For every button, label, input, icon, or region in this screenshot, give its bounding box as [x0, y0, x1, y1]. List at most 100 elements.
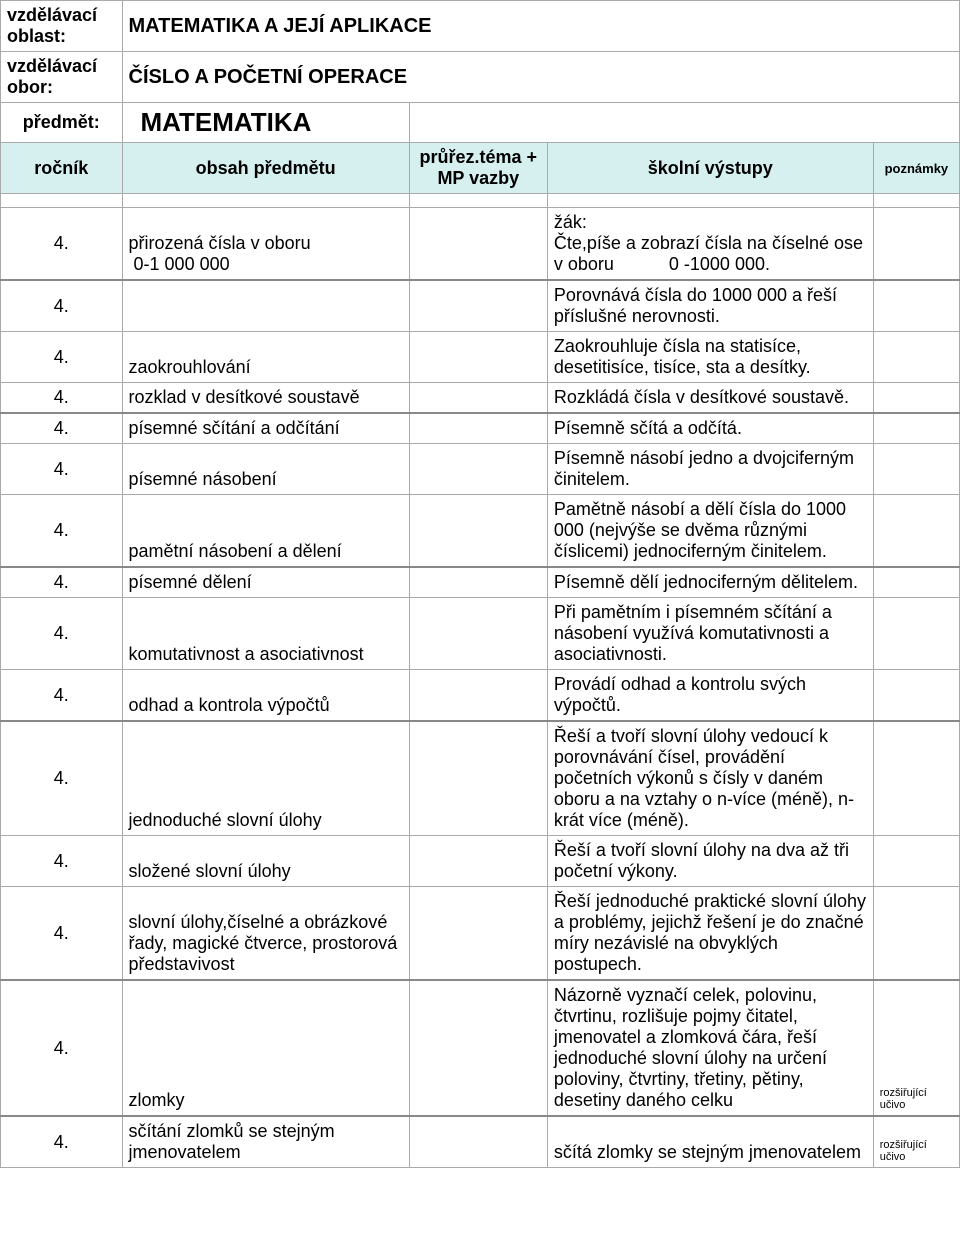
- obsah-cell: zaokrouhlování: [122, 332, 409, 383]
- obsah-cell: složené slovní úlohy: [122, 836, 409, 887]
- value-obor: ČÍSLO A POČETNÍ OPERACE: [122, 52, 959, 103]
- obsah-cell: zlomky: [122, 980, 409, 1116]
- vystup-cell: Provádí odhad a kontrolu svých výpočtů.: [547, 670, 873, 722]
- obsah-cell: komutativnost a asociativnost: [122, 598, 409, 670]
- header-row-oblast: vzdělávací oblast: MATEMATIKA A JEJÍ APL…: [1, 1, 960, 52]
- prurez-cell: [409, 567, 547, 598]
- table-row: 4.slovní úlohy,číselné a obrázkové řady,…: [1, 887, 960, 981]
- value-predmet: MATEMATIKA: [122, 103, 409, 143]
- obsah-cell: sčítání zlomků se stejným jmenovatelem: [122, 1116, 409, 1168]
- vystup-cell: Při pamětním i písemném sčítání a násobe…: [547, 598, 873, 670]
- rocnik-cell: 4.: [1, 444, 123, 495]
- poznamky-cell: rozšiřující učivo: [873, 980, 959, 1116]
- obsah-cell: přirozená čísla v oboru 0-1 000 000: [122, 208, 409, 281]
- prurez-cell: [409, 383, 547, 414]
- vystup-cell: Porovnává čísla do 1000 000 a řeší přísl…: [547, 280, 873, 332]
- rocnik-cell: 4.: [1, 670, 123, 722]
- prurez-cell: [409, 980, 547, 1116]
- vystup-cell: Zaokrouhluje čísla na statisíce, desetit…: [547, 332, 873, 383]
- obsah-cell: písemné násobení: [122, 444, 409, 495]
- table-row: 4.písemné násobení Písemně násobí jedno a…: [1, 444, 960, 495]
- rocnik-cell: 4.: [1, 567, 123, 598]
- poznamky-cell: [873, 567, 959, 598]
- table-row: 4.komutativnost a asociativnost Při pamět…: [1, 598, 960, 670]
- rocnik-cell: 4.: [1, 836, 123, 887]
- vystup-cell: Písemně dělí jednociferným dělitelem.: [547, 567, 873, 598]
- table-row: 4. Porovnává čísla do 1000 000 a řeší pří…: [1, 280, 960, 332]
- table-row: 4.sčítání zlomků se stejným jmenovatelem…: [1, 1116, 960, 1168]
- poznamky-cell: [873, 495, 959, 568]
- poznamky-cell: [873, 444, 959, 495]
- obsah-cell: rozklad v desítkové soustavě: [122, 383, 409, 414]
- rocnik-cell: 4.: [1, 887, 123, 981]
- poznamky-cell: [873, 208, 959, 281]
- poznamky-cell: [873, 413, 959, 444]
- poznamky-cell: [873, 887, 959, 981]
- vystup-cell: Řeší a tvoří slovní úlohy na dva až tři …: [547, 836, 873, 887]
- obsah-cell: [122, 280, 409, 332]
- table-row: 4.rozklad v desítkové soustavěRozkládá č…: [1, 383, 960, 414]
- prurez-cell: [409, 280, 547, 332]
- prurez-cell: [409, 836, 547, 887]
- poznamky-cell: [873, 280, 959, 332]
- rocnik-cell: 4.: [1, 721, 123, 836]
- rocnik-cell: 4.: [1, 280, 123, 332]
- table-row: 4.pamětní násobení a dělení Pamětně násob…: [1, 495, 960, 568]
- rocnik-cell: 4.: [1, 598, 123, 670]
- prurez-cell: [409, 887, 547, 981]
- poznamky-cell: rozšiřující učivo: [873, 1116, 959, 1168]
- poznamky-cell: [873, 598, 959, 670]
- rocnik-cell: 4.: [1, 208, 123, 281]
- prurez-cell: [409, 413, 547, 444]
- prurez-cell: [409, 1116, 547, 1168]
- table-row: 4.jednoduché slovní úlohy Řeší a tvoří sl…: [1, 721, 960, 836]
- poznamky-cell: [873, 332, 959, 383]
- vystup-cell: Rozkládá čísla v desítkové soustavě.: [547, 383, 873, 414]
- obsah-cell: jednoduché slovní úlohy: [122, 721, 409, 836]
- table-row: 4.zlomkyNázorně vyznačí celek, polovinu,…: [1, 980, 960, 1116]
- poznamky-cell: [873, 836, 959, 887]
- obsah-cell: odhad a kontrola výpočtů: [122, 670, 409, 722]
- vystup-cell: Písemně násobí jedno a dvojciferným čini…: [547, 444, 873, 495]
- obsah-cell: pamětní násobení a dělení: [122, 495, 409, 568]
- prurez-cell: [409, 495, 547, 568]
- label-obor: vzdělávací obor:: [1, 52, 123, 103]
- vystup-cell: Řeší a tvoří slovní úlohy vedoucí k poro…: [547, 721, 873, 836]
- poznamky-cell: [873, 383, 959, 414]
- prurez-cell: [409, 598, 547, 670]
- table-row: 4.odhad a kontrola výpočtů Provádí odhad …: [1, 670, 960, 722]
- prurez-cell: [409, 670, 547, 722]
- poznamky-cell: [873, 721, 959, 836]
- obsah-cell: písemné dělení: [122, 567, 409, 598]
- prurez-cell: [409, 721, 547, 836]
- table-row: 4.přirozená čísla v oboru 0-1 000 000 žák…: [1, 208, 960, 281]
- header-row-predmet: předmět: MATEMATIKA: [1, 103, 960, 143]
- rocnik-cell: 4.: [1, 332, 123, 383]
- prurez-cell: [409, 332, 547, 383]
- vystup-cell: Názorně vyznačí celek, polovinu, čtvrtin…: [547, 980, 873, 1116]
- rocnik-cell: 4.: [1, 413, 123, 444]
- obsah-cell: písemné sčítání a odčítání: [122, 413, 409, 444]
- label-oblast: vzdělávací oblast:: [1, 1, 123, 52]
- rocnik-cell: 4.: [1, 1116, 123, 1168]
- empty-cell: [409, 103, 959, 143]
- col-head-obsah: obsah předmětu: [122, 143, 409, 194]
- spacer-row: [1, 194, 960, 208]
- vystup-cell: sčítá zlomky se stejným jmenovatelem: [547, 1116, 873, 1168]
- curriculum-table: vzdělávací oblast: MATEMATIKA A JEJÍ APL…: [0, 0, 960, 1168]
- vystup-cell: žák: Čte,píše a zobrazí čísla na číselné…: [547, 208, 873, 281]
- col-head-rocnik: ročník: [1, 143, 123, 194]
- table-row: 4.písemné dělení Písemně dělí jednocifern…: [1, 567, 960, 598]
- vystup-cell: Písemně sčítá a odčítá.: [547, 413, 873, 444]
- vystup-cell: Pamětně násobí a dělí čísla do 1000 000 …: [547, 495, 873, 568]
- table-row: 4.složené slovní úlohy Řeší a tvoří slovn…: [1, 836, 960, 887]
- label-predmet: předmět:: [1, 103, 123, 143]
- value-oblast: MATEMATIKA A JEJÍ APLIKACE: [122, 1, 959, 52]
- vystup-cell: Řeší jednoduché praktické slovní úlohy a…: [547, 887, 873, 981]
- rocnik-cell: 4.: [1, 495, 123, 568]
- header-row-obor: vzdělávací obor: ČÍSLO A POČETNÍ OPERACE: [1, 52, 960, 103]
- table-row: 4.zaokrouhlování Zaokrouhluje čísla na st…: [1, 332, 960, 383]
- poznamky-cell: [873, 670, 959, 722]
- prurez-cell: [409, 208, 547, 281]
- column-header-row: ročník obsah předmětu průřez.téma + MP v…: [1, 143, 960, 194]
